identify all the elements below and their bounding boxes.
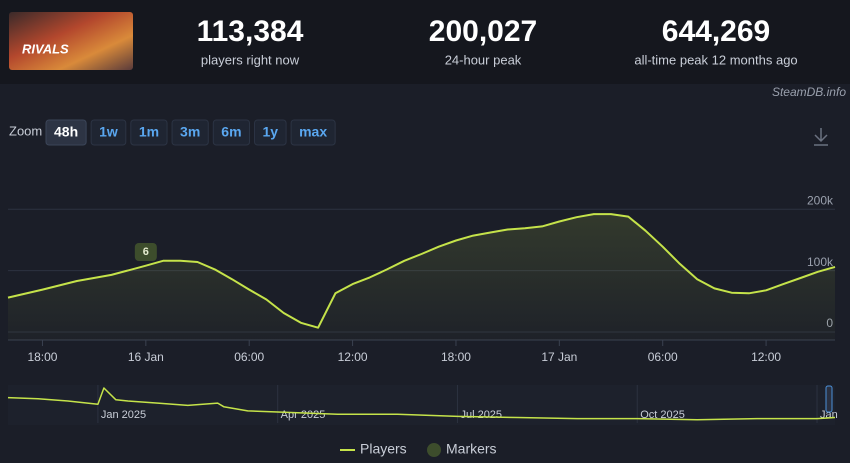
stat-label: all-time peak 12 months ago (634, 52, 797, 67)
area (8, 214, 835, 340)
marker-label: 6 (143, 246, 149, 258)
navigator-chart: Jan 2025 Apr 2025 Jul 2025 Oct 2025 Jan (7, 385, 838, 423)
zoom-button[interactable] (130, 119, 168, 146)
legend: Players Markers (340, 441, 497, 457)
stat-value: 200,027 (429, 15, 537, 48)
x-tick-label: 16 Jan (128, 350, 164, 364)
game-logo (9, 12, 133, 70)
zoom-button[interactable] (90, 119, 127, 146)
zoom-option[interactable]: 1m (139, 124, 159, 140)
zoom-button[interactable] (45, 119, 87, 146)
zoom-option[interactable]: 1y (263, 124, 279, 140)
x-tick-label: Apr 2025 (281, 409, 326, 421)
x-tick-label: Jul 2025 (460, 409, 502, 421)
x-tick-label: 06:00 (648, 350, 678, 364)
y-tick-label: 100k (807, 255, 834, 269)
x-tick-label: 06:00 (234, 350, 264, 364)
navigator-bg (8, 385, 835, 425)
navigator-handle[interactable] (825, 385, 833, 413)
download-icon[interactable] (814, 128, 828, 146)
stat-value: 644,269 (662, 15, 770, 48)
legend-label[interactable]: Markers (446, 441, 497, 457)
zoom-option[interactable]: 48h (54, 124, 78, 140)
x-tick-label: 18:00 (441, 350, 471, 364)
zoom-option[interactable]: 1w (99, 124, 118, 140)
zoom-label: Zoom (9, 123, 42, 138)
line (7, 213, 836, 329)
zoom-button[interactable] (171, 119, 209, 146)
zoom-option[interactable]: 6m (221, 124, 241, 140)
y-tick-label: 200k (807, 193, 834, 207)
x-tick-label: Oct 2025 (640, 409, 685, 421)
x-tick-label: 12:00 (751, 350, 781, 364)
zoom-button[interactable] (254, 119, 287, 146)
source: SteamDB.info (772, 85, 846, 99)
stat-label: players right now (201, 52, 300, 67)
x-tick-label: 18:00 (27, 350, 57, 364)
x-tick-label: 12:00 (338, 350, 368, 364)
x-tick-label: 17 Jan (541, 350, 577, 364)
x-tick-label: Jan 2025 (101, 409, 146, 421)
stat-value: 113,384 (197, 15, 304, 48)
header-bar (0, 0, 850, 84)
zoom-button[interactable] (290, 119, 336, 146)
zoom-buttons: 48h 1w 1m 3m 6m 1y max (45, 119, 336, 146)
stats: 113,384 players right now 200,027 24-hour p… (197, 15, 798, 68)
marker (134, 243, 157, 261)
zoom-button[interactable] (212, 119, 251, 146)
logo-mark: RIVALS (22, 41, 69, 56)
legend-label[interactable]: Players (360, 441, 407, 457)
zoom-option[interactable]: 3m (180, 124, 200, 140)
line (7, 387, 836, 421)
zoom-option[interactable]: max (299, 124, 327, 140)
stat-label: 24-hour peak (445, 52, 522, 67)
legend-marker (427, 443, 441, 457)
